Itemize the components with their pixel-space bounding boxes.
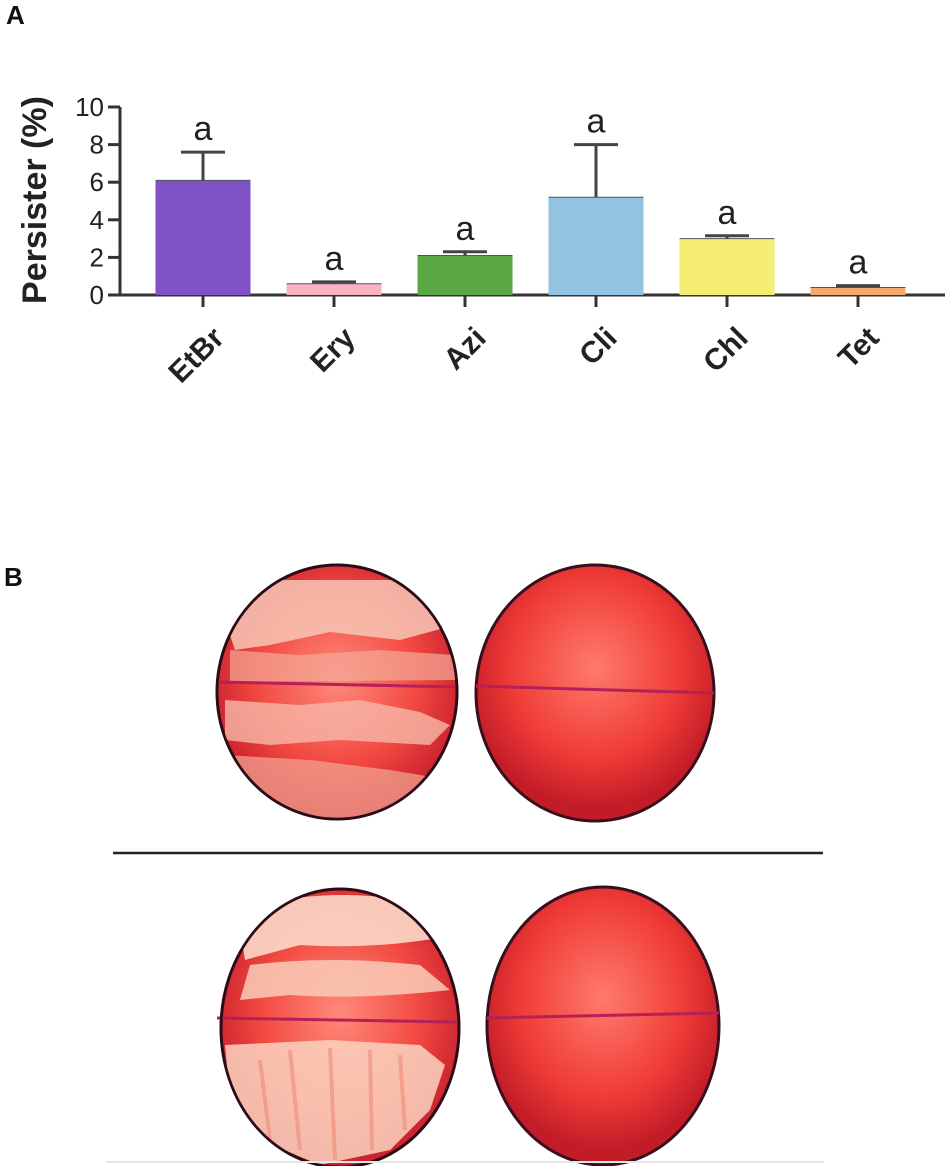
panel-a-label: A xyxy=(6,0,25,30)
y-tick-label: 10 xyxy=(75,92,104,122)
bar-etbr xyxy=(155,180,251,295)
significance-label: a xyxy=(587,103,606,141)
y-tick-label: 8 xyxy=(90,130,104,160)
plate-top-right xyxy=(474,563,716,823)
significance-label: a xyxy=(325,240,344,278)
y-tick-label: 6 xyxy=(90,167,104,197)
y-tick-label: 2 xyxy=(90,242,104,272)
bar-chl xyxy=(679,238,775,295)
colony-growth-dense xyxy=(225,895,455,1165)
significance-label: a xyxy=(194,110,213,148)
y-tick-label: 4 xyxy=(90,205,104,235)
bar-cli xyxy=(548,197,644,295)
plate-bottom-right xyxy=(485,885,721,1166)
colony-growth xyxy=(225,580,455,819)
significance-label: a xyxy=(456,210,475,248)
plate-top-left xyxy=(215,563,459,821)
y-tick-label: 0 xyxy=(90,280,104,310)
plate-bottom-left xyxy=(216,887,461,1166)
bar-azi xyxy=(417,255,513,295)
y-axis-label: Persister (%) xyxy=(16,96,54,304)
significance-label: a xyxy=(718,194,737,232)
significance-label: a xyxy=(849,244,868,282)
bar-ery xyxy=(286,283,382,295)
bar-tet xyxy=(810,287,906,295)
panel-b-label: B xyxy=(4,562,23,592)
